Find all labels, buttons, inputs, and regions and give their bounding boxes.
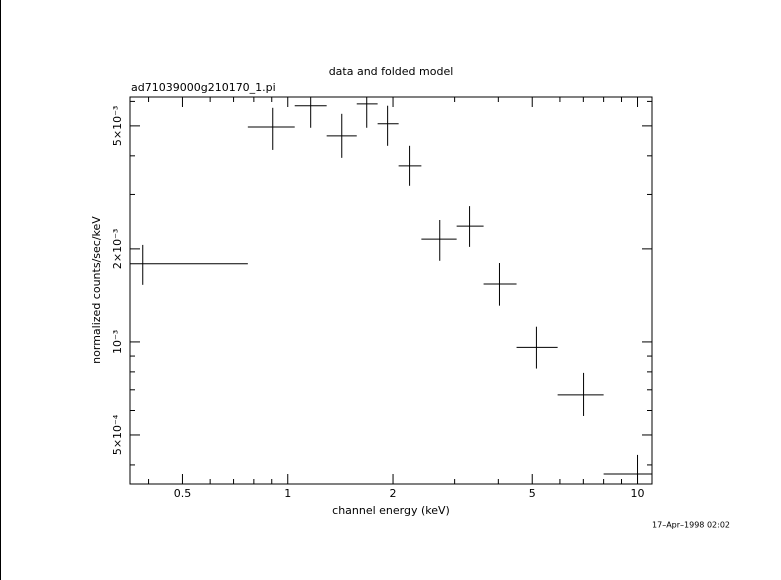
- x-tick-label: 10: [631, 487, 645, 500]
- x-tick-label: 5: [529, 487, 536, 500]
- y-axis-label: normalized counts/sec/keV: [90, 216, 103, 364]
- y-tick-label: 5×10⁻³: [111, 106, 124, 146]
- chart-title: data and folded model: [329, 65, 454, 78]
- y-tick-label: 2×10⁻³: [111, 229, 124, 269]
- y-tick-label: 5×10⁻⁴: [111, 414, 124, 455]
- x-tick-label: 1: [284, 487, 291, 500]
- x-tick-label: 2: [390, 487, 397, 500]
- y-tick-label: 10⁻³: [111, 330, 124, 354]
- plot-frame: [129, 96, 653, 485]
- timestamp: 17–Apr–1998 02:02: [652, 521, 730, 530]
- chart-subtitle: ad71039000g210170_1.pi: [131, 81, 276, 94]
- x-tick-label: 0.5: [174, 487, 192, 500]
- x-axis-label: channel energy (keV): [332, 504, 450, 517]
- plot-marks: [130, 97, 652, 484]
